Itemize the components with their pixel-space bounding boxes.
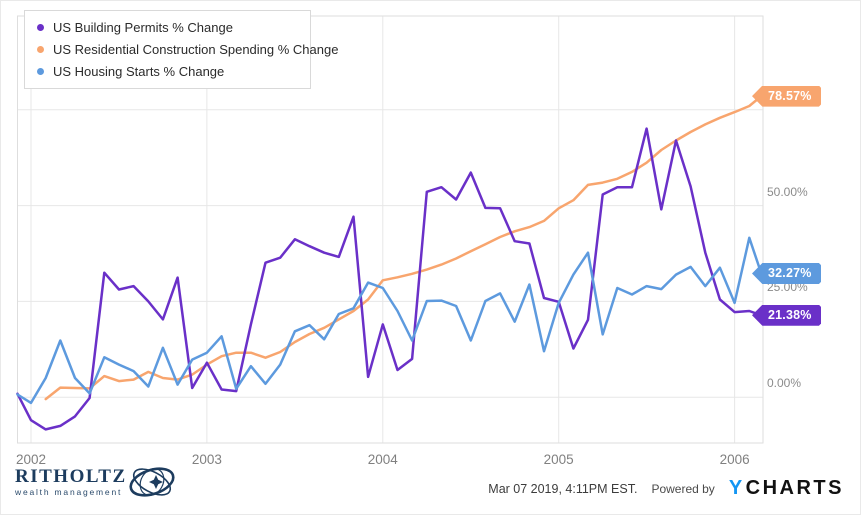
ritholtz-wordmark: RITHOLTZ [15,466,127,488]
y-axis-label: 0.00% [767,376,802,391]
x-axis-label: 2003 [191,452,222,467]
legend-item-label: US Building Permits % Change [53,19,233,35]
x-axis-label: 2005 [543,452,574,467]
ycharts-logo[interactable]: Y CHARTS [729,477,844,500]
footer-timestamp: Mar 07 2019, 4:11PM EST. [488,481,638,496]
series-line-us-housing-starts-change [16,236,763,405]
ycharts-charts-text: CHARTS [745,477,844,499]
x-axis-label: 2004 [367,452,398,467]
legend-item-residential-construction[interactable]: US Residential Construction Spending % C… [37,38,338,60]
legend-item-label: US Housing Starts % Change [53,63,225,79]
value-badge-building-permits: 21.38% [752,304,821,326]
ycharts-y-glyph: Y [728,477,745,499]
ritholtz-logo: RITHOLTZ wealth management [15,458,181,506]
legend-item-housing-starts[interactable]: US Housing Starts % Change [37,60,300,82]
value-badge-housing-starts: 32.27% [752,263,821,285]
series-line-us-residential-construction-spending-change [44,94,763,401]
legend-dot-icon [37,67,44,75]
x-axis-label: 2006 [719,452,750,467]
legend: US Building Permits % Change US Resident… [24,10,338,89]
ritholtz-swirl-icon [129,467,175,497]
legend-item-building-permits[interactable]: US Building Permits % Change [37,16,300,38]
legend-dot-icon [37,23,44,31]
series-line-us-building-permits-change [16,127,763,431]
ritholtz-subtitle: wealth management [15,487,123,498]
x-axis-label: 2002 [15,452,47,467]
legend-dot-icon [37,45,44,53]
legend-item-label: US Residential Construction Spending % C… [53,41,339,57]
y-axis-label: 50.00% [767,184,808,199]
powered-by-label: Powered by [651,481,715,496]
plot-border [17,15,764,444]
value-badge-residential-construction: 78.57% [752,85,821,107]
